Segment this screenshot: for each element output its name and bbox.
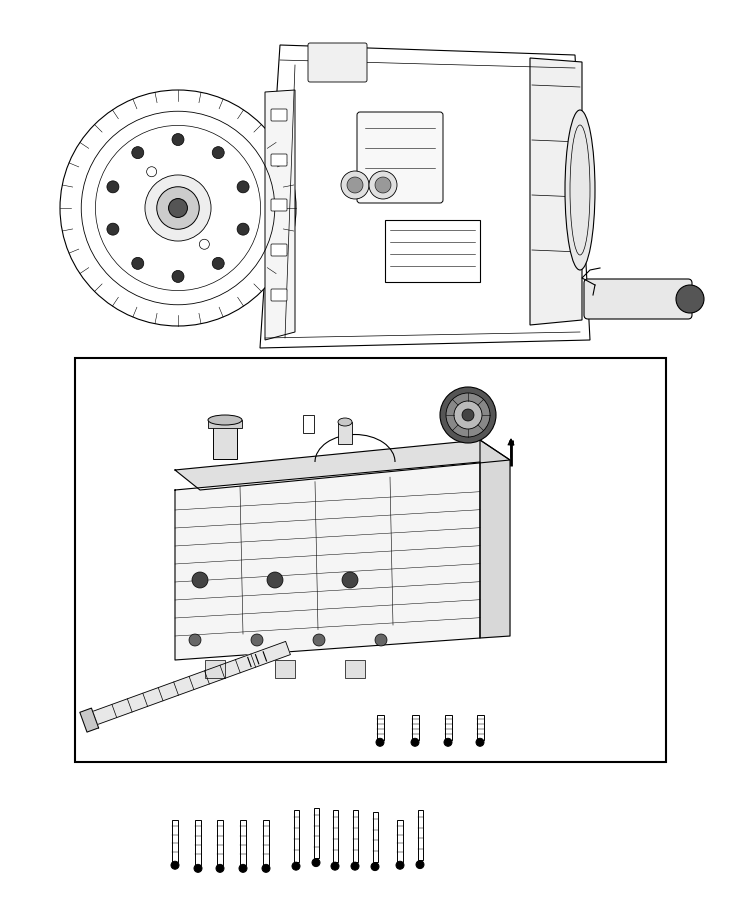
Bar: [353, 810, 357, 862]
Circle shape: [132, 257, 144, 269]
Bar: [217, 820, 223, 865]
Circle shape: [312, 859, 320, 867]
Circle shape: [189, 634, 201, 646]
Circle shape: [251, 634, 263, 646]
Ellipse shape: [565, 110, 595, 270]
Bar: [303, 415, 314, 433]
Circle shape: [145, 175, 211, 241]
Circle shape: [341, 171, 369, 199]
Circle shape: [476, 738, 484, 746]
FancyBboxPatch shape: [271, 199, 287, 211]
Ellipse shape: [338, 418, 352, 426]
Bar: [195, 820, 201, 865]
Bar: [445, 715, 451, 740]
Bar: [411, 715, 419, 740]
Circle shape: [168, 199, 187, 218]
Bar: [333, 810, 337, 862]
FancyBboxPatch shape: [271, 109, 287, 121]
Circle shape: [212, 147, 225, 158]
Circle shape: [446, 393, 490, 437]
Circle shape: [199, 239, 210, 249]
Bar: [275, 660, 295, 678]
Circle shape: [239, 864, 247, 872]
Bar: [240, 820, 246, 865]
Circle shape: [132, 147, 144, 158]
Circle shape: [375, 177, 391, 193]
Circle shape: [192, 572, 208, 588]
Circle shape: [440, 387, 496, 443]
FancyBboxPatch shape: [271, 289, 287, 301]
Polygon shape: [265, 90, 295, 340]
Circle shape: [147, 166, 156, 176]
Circle shape: [347, 177, 363, 193]
Bar: [385, 220, 480, 282]
Circle shape: [454, 401, 482, 429]
Circle shape: [216, 864, 224, 872]
Circle shape: [444, 738, 452, 746]
Bar: [172, 820, 178, 862]
Bar: [313, 808, 319, 859]
Circle shape: [376, 738, 384, 746]
Circle shape: [396, 861, 404, 869]
Bar: [373, 812, 377, 862]
Circle shape: [371, 862, 379, 870]
Ellipse shape: [208, 415, 242, 425]
Bar: [397, 820, 403, 862]
Circle shape: [107, 181, 119, 193]
Circle shape: [331, 862, 339, 870]
FancyBboxPatch shape: [271, 154, 287, 166]
Circle shape: [262, 864, 270, 872]
Polygon shape: [80, 708, 99, 732]
Polygon shape: [175, 462, 480, 660]
Circle shape: [172, 270, 184, 283]
Circle shape: [369, 171, 397, 199]
FancyBboxPatch shape: [271, 244, 287, 256]
Circle shape: [292, 862, 300, 870]
Circle shape: [60, 90, 296, 326]
Circle shape: [416, 860, 424, 868]
Circle shape: [267, 572, 283, 588]
Bar: [205, 660, 225, 678]
Circle shape: [107, 223, 119, 235]
Bar: [345, 660, 365, 678]
FancyBboxPatch shape: [584, 279, 692, 319]
Circle shape: [351, 862, 359, 870]
Bar: [263, 820, 269, 865]
Circle shape: [157, 187, 199, 230]
Bar: [75, 358, 666, 762]
Polygon shape: [175, 440, 510, 490]
FancyBboxPatch shape: [308, 43, 367, 82]
Circle shape: [194, 864, 202, 872]
Circle shape: [237, 181, 249, 193]
Circle shape: [411, 738, 419, 746]
Bar: [338, 422, 352, 444]
Bar: [293, 810, 299, 862]
Bar: [376, 715, 384, 740]
Polygon shape: [93, 642, 290, 724]
Circle shape: [172, 133, 184, 146]
Bar: [208, 420, 242, 428]
Circle shape: [313, 634, 325, 646]
Circle shape: [171, 861, 179, 869]
Circle shape: [462, 409, 474, 421]
Bar: [476, 715, 483, 740]
Polygon shape: [480, 440, 510, 638]
Circle shape: [342, 572, 358, 588]
Circle shape: [237, 223, 249, 235]
Circle shape: [212, 257, 225, 269]
Circle shape: [676, 285, 704, 313]
Bar: [417, 810, 422, 860]
Polygon shape: [530, 58, 582, 325]
Bar: [213, 423, 237, 459]
FancyBboxPatch shape: [357, 112, 443, 203]
Circle shape: [375, 634, 387, 646]
Polygon shape: [260, 45, 590, 348]
